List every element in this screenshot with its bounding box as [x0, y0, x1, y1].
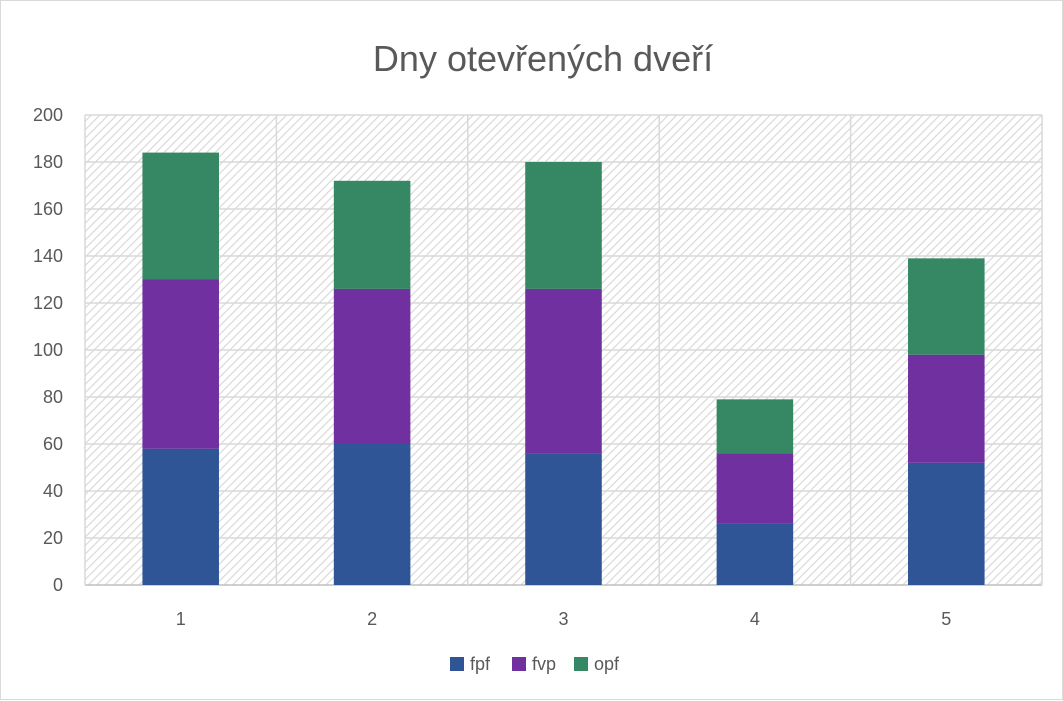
- y-tick-label: 60: [43, 434, 63, 454]
- bar-fvp-2: [333, 288, 411, 444]
- x-axis-ticks: 1 2 3 4 5: [176, 609, 952, 629]
- chart-title: Dny otevřených dveří: [373, 38, 713, 79]
- y-tick-label: 20: [43, 528, 63, 548]
- bar-fpf-3: [525, 453, 602, 585]
- bars: [142, 152, 985, 585]
- bar-fpf-5: [908, 462, 985, 585]
- y-tick-label: 80: [43, 387, 63, 407]
- y-tick-label: 180: [33, 152, 63, 172]
- bar-opf-1: [142, 152, 219, 280]
- x-tick-label: 4: [750, 609, 760, 629]
- bar-fpf-4: [716, 523, 794, 585]
- y-tick-label: 160: [33, 199, 63, 219]
- x-tick-label: 1: [176, 609, 186, 629]
- legend-swatch-fpf: [450, 657, 464, 671]
- bar-fvp-5: [908, 354, 985, 463]
- y-tick-label: 140: [33, 246, 63, 266]
- bar-opf-2: [333, 180, 411, 289]
- legend-label-fvp: fvp: [532, 654, 556, 674]
- y-axis-ticks: 0 20 40 60 80 100 120 140 160 180 200: [33, 105, 63, 595]
- y-tick-label: 100: [33, 340, 63, 360]
- bar-opf-3: [525, 162, 602, 289]
- y-tick-label: 0: [53, 575, 63, 595]
- x-tick-label: 3: [558, 609, 568, 629]
- legend-swatch-fvp: [512, 657, 526, 671]
- y-tick-label: 200: [33, 105, 63, 125]
- legend: fpf fvp opf: [450, 654, 620, 674]
- bar-opf-4: [716, 399, 794, 454]
- bar-fvp-4: [716, 453, 794, 524]
- legend-label-fpf: fpf: [470, 654, 491, 674]
- y-tick-label: 120: [33, 293, 63, 313]
- bar-opf-5: [908, 258, 985, 355]
- legend-label-opf: opf: [594, 654, 620, 674]
- x-tick-label: 5: [941, 609, 951, 629]
- bar-fpf-2: [333, 444, 411, 585]
- y-tick-label: 40: [43, 481, 63, 501]
- x-tick-label: 2: [367, 609, 377, 629]
- bar-fpf-1: [142, 448, 219, 585]
- legend-swatch-opf: [574, 657, 588, 671]
- bar-fvp-1: [142, 279, 219, 449]
- bar-fvp-3: [525, 288, 602, 454]
